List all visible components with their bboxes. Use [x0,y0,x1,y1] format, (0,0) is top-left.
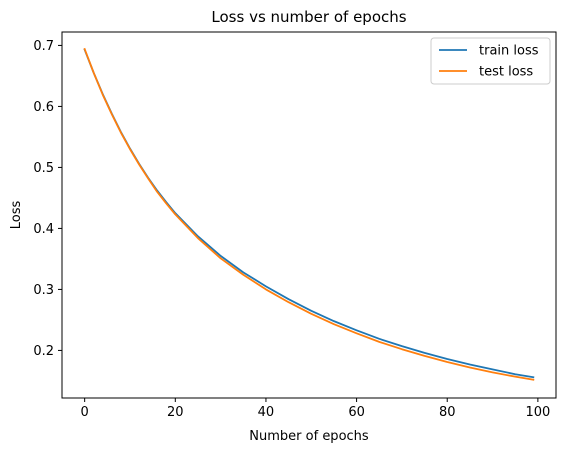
chart-title: Loss vs number of epochs [211,8,406,26]
y-tick-label: 0.3 [33,283,54,298]
x-tick-label: 40 [258,405,275,420]
x-tick-label: 100 [525,405,550,420]
plot-area: 0 20 40 60 80 100 0.2 0.3 0.4 0.5 0.6 0.7 [33,31,557,420]
y-axis-label: Loss [9,201,24,230]
x-tick-label: 0 [81,405,89,420]
y-tick-label: 0.2 [33,344,54,359]
y-tick-label: 0.7 [33,39,54,54]
y-tick-label: 0.6 [33,100,54,115]
x-tick-label: 60 [348,405,365,420]
y-tick-label: 0.4 [33,222,54,237]
x-axis-label: Number of epochs [249,429,369,444]
axes-frame [61,31,557,399]
series-line-test-loss [83,47,535,381]
legend-label: train loss [479,44,539,59]
legend: train loss test loss [430,37,551,85]
legend-label: test loss [479,65,533,80]
y-tick-label: 0.5 [33,161,54,176]
x-tick-label: 80 [439,405,456,420]
x-tick-label: 20 [167,405,184,420]
series-line-train-loss [83,48,535,379]
